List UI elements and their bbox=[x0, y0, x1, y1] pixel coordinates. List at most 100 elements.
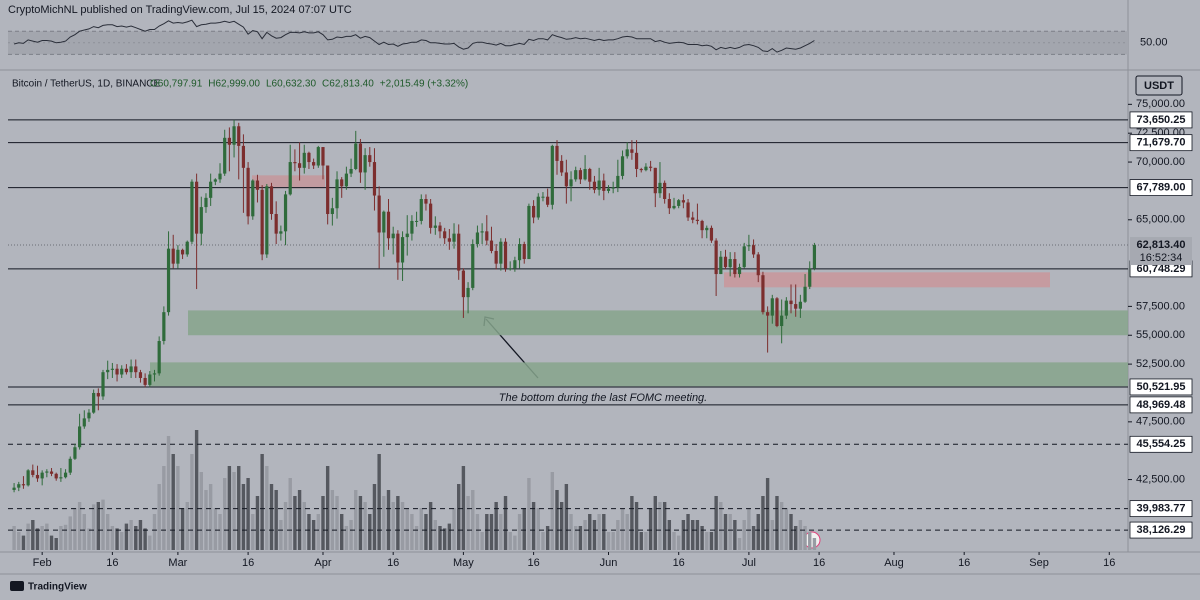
ohlc-value: O60,797.91 bbox=[150, 79, 203, 90]
volume-bar bbox=[541, 532, 545, 550]
candle-body bbox=[625, 149, 629, 157]
candle-body bbox=[466, 287, 470, 298]
candle-body bbox=[812, 245, 817, 269]
volume-bar bbox=[597, 514, 601, 550]
volume-bar bbox=[180, 508, 185, 550]
candle-body bbox=[349, 168, 353, 174]
volume-bar bbox=[129, 520, 133, 550]
volume-bar bbox=[45, 523, 49, 550]
volume-bar bbox=[611, 532, 615, 550]
volume-bar bbox=[742, 520, 746, 550]
candle-body bbox=[574, 170, 578, 180]
volume-bar bbox=[152, 514, 157, 550]
rsi-tick-label: 50.00 bbox=[1140, 37, 1168, 49]
candle-body bbox=[766, 312, 770, 316]
volume-bar bbox=[517, 514, 522, 550]
volume-bar bbox=[686, 514, 690, 550]
volume-bar bbox=[279, 520, 283, 550]
y-tick-label: 42,500.00 bbox=[1136, 473, 1185, 485]
volume-bar bbox=[653, 496, 657, 550]
x-tick-label: Jun bbox=[600, 557, 618, 569]
candle-body bbox=[429, 203, 433, 228]
volume-bar bbox=[747, 508, 751, 550]
volume-bar bbox=[779, 502, 784, 550]
candle-body bbox=[78, 426, 82, 448]
candle-body bbox=[377, 195, 381, 233]
candle-body bbox=[663, 182, 667, 200]
volume-bar bbox=[480, 532, 484, 550]
x-tick-label: Jul bbox=[742, 557, 756, 569]
candle-body bbox=[583, 168, 587, 180]
candle-body bbox=[171, 248, 175, 264]
volume-bar bbox=[625, 514, 629, 550]
volume-bar bbox=[162, 466, 166, 550]
volume-bar bbox=[672, 532, 676, 550]
volume-bar bbox=[559, 502, 564, 550]
volume-bar bbox=[578, 526, 583, 550]
candle-body bbox=[705, 227, 709, 231]
volume-bar bbox=[705, 532, 709, 550]
volume-bar bbox=[82, 514, 86, 550]
candle-body bbox=[480, 231, 484, 233]
volume-bar bbox=[40, 526, 44, 550]
candle-body bbox=[176, 249, 180, 264]
candle-body bbox=[326, 165, 330, 215]
volume-bar bbox=[77, 502, 82, 550]
volume-bar bbox=[63, 524, 68, 550]
candle-body bbox=[288, 162, 292, 195]
candle-body bbox=[213, 179, 217, 182]
candle-body bbox=[354, 143, 358, 169]
volume-bar bbox=[503, 496, 508, 550]
candle-body bbox=[485, 231, 489, 241]
candle-body bbox=[396, 233, 400, 263]
candle-body bbox=[513, 260, 517, 269]
candle-body bbox=[115, 368, 119, 375]
level-badge bbox=[1129, 435, 1193, 453]
candle-body bbox=[45, 471, 49, 473]
zone bbox=[150, 362, 1128, 387]
volume-bar bbox=[620, 508, 625, 550]
brand: TradingView bbox=[28, 582, 87, 593]
volume-bar bbox=[190, 454, 194, 550]
candle-body bbox=[522, 244, 526, 260]
volume-bar bbox=[410, 514, 414, 550]
level-badge bbox=[1129, 179, 1193, 196]
candle-body bbox=[461, 270, 465, 298]
level-badge bbox=[1129, 396, 1193, 414]
candle-body bbox=[124, 368, 129, 373]
countdown: 16:52:34 bbox=[1140, 252, 1183, 264]
volume-bar bbox=[466, 496, 470, 550]
candle-body bbox=[82, 418, 86, 427]
volume-bar bbox=[101, 499, 105, 550]
volume-bar bbox=[222, 478, 227, 550]
candle-body bbox=[340, 179, 344, 187]
candle-body bbox=[536, 196, 540, 218]
volume-bar bbox=[311, 520, 316, 550]
volume-bar bbox=[616, 520, 620, 550]
candle-body bbox=[508, 268, 512, 270]
volume-bar bbox=[307, 514, 311, 550]
candle-body bbox=[17, 484, 21, 488]
candle-body bbox=[555, 145, 559, 161]
candle-body bbox=[728, 259, 732, 268]
candle-body bbox=[560, 160, 564, 173]
volume-bar bbox=[761, 496, 765, 550]
volume-bar bbox=[171, 454, 175, 550]
volume-bar bbox=[115, 528, 119, 550]
volume-bar bbox=[461, 466, 466, 550]
candle-body bbox=[634, 152, 639, 169]
candle-body bbox=[677, 200, 681, 206]
candle-body bbox=[12, 487, 16, 490]
volume-bar bbox=[569, 514, 573, 550]
x-tick-label: 16 bbox=[527, 557, 539, 569]
candle-body bbox=[152, 373, 157, 375]
candle-body bbox=[803, 286, 807, 302]
x-tick-label: Aug bbox=[884, 557, 904, 569]
candle-body bbox=[410, 220, 414, 234]
volume-bar bbox=[723, 514, 728, 550]
candle-body bbox=[808, 268, 812, 287]
y-tick-label: 70,000.00 bbox=[1136, 156, 1185, 168]
candle-body bbox=[733, 259, 737, 275]
candle-body bbox=[31, 470, 35, 475]
candle-body bbox=[382, 211, 386, 233]
